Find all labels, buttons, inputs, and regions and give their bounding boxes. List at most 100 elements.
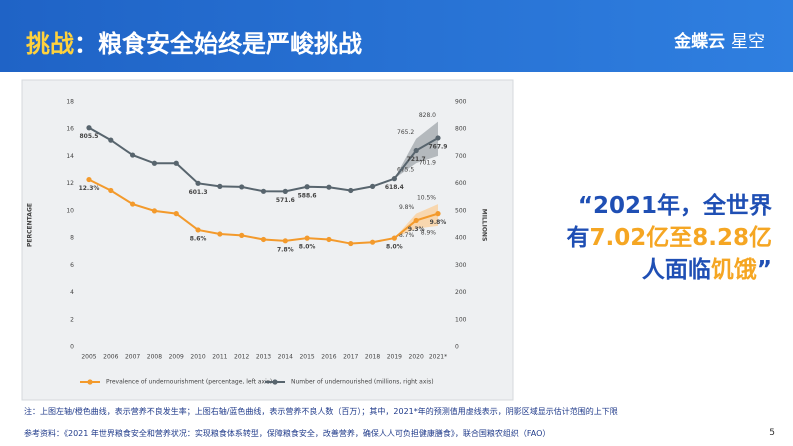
data-point: [108, 137, 114, 143]
data-point: [413, 217, 419, 224]
y2-tick-label: 700: [455, 153, 467, 160]
value-label: 721.7: [407, 156, 426, 163]
low-label: 675.5: [397, 167, 414, 174]
logo-text: 金蝶云: [674, 32, 726, 52]
y2-tick-label: 400: [455, 235, 467, 242]
value-label: 601.3: [189, 189, 208, 196]
data-point: [369, 239, 376, 245]
low-label: 8.9%: [421, 229, 437, 236]
y-tick-label: 10: [66, 207, 74, 214]
data-point: [326, 184, 332, 190]
y2-tick-label: 300: [455, 262, 467, 269]
y-tick-label: 4: [70, 289, 74, 296]
data-point: [173, 160, 179, 166]
data-point: [304, 184, 310, 190]
quote-text: 有: [566, 225, 590, 251]
value-label: 618.4: [385, 184, 404, 191]
data-point: [239, 232, 245, 238]
x-tick-label: 2010: [190, 354, 205, 361]
x-tick-label: 2008: [147, 354, 162, 361]
y2-tick-label: 800: [455, 126, 467, 133]
data-point: [86, 176, 92, 183]
x-tick-label: 2011: [212, 354, 227, 361]
high-label: 10.5%: [417, 195, 436, 202]
data-point: [326, 236, 332, 243]
x-tick-label: 2013: [256, 354, 271, 361]
data-point: [391, 176, 397, 182]
data-point: [130, 201, 136, 207]
value-label: 9.8%: [430, 219, 447, 226]
x-tick-label: 2015: [299, 354, 314, 361]
data-point: [260, 188, 267, 194]
data-point: [435, 135, 441, 141]
x-tick-label: 2016: [321, 354, 336, 361]
value-label: 571.6: [276, 197, 295, 204]
data-point: [260, 236, 267, 243]
data-point: [369, 183, 376, 189]
x-tick-label: 2007: [125, 354, 140, 361]
header-bar: [0, 0, 793, 72]
value-label: 9.3%: [408, 226, 425, 233]
data-point: [195, 180, 201, 186]
data-point: [413, 147, 419, 154]
quote-line: “2021年，全世界: [577, 193, 772, 219]
data-point: [348, 187, 354, 194]
value-label: 767.9: [429, 143, 448, 150]
y2-tick-label: 500: [455, 207, 467, 214]
low-label: 8.7%: [399, 232, 415, 239]
data-point: [391, 235, 397, 241]
value-label: 8.6%: [190, 235, 207, 242]
data-point: [151, 208, 158, 214]
data-point: [239, 184, 245, 190]
x-tick-label: 2014: [278, 354, 293, 361]
x-tick-label: 2019: [387, 354, 402, 361]
data-point: [217, 183, 223, 189]
slide-title: 挑战：粮食安全始终是严峻挑战: [26, 24, 362, 59]
y2-tick-label: 600: [455, 180, 467, 187]
low-label: 701.9: [419, 159, 436, 166]
data-point: [130, 152, 136, 158]
data-point: [348, 240, 354, 247]
legend-label: Number of undernourished (millions, righ…: [291, 379, 434, 386]
x-tick-label: 2006: [103, 354, 118, 361]
y-tick-label: 16: [66, 126, 74, 133]
y2-tick-label: 200: [455, 289, 467, 296]
y-tick-label: 12: [66, 180, 74, 187]
reference: 参考资料：《2021 年世界粮食安全和营养状况：实现粮食体系转型，保障粮食安全，…: [24, 429, 551, 438]
title-highlight: 挑战: [26, 30, 74, 58]
logo-sub: 星空: [731, 32, 765, 52]
high-label: 828.0: [419, 112, 436, 119]
high-label: 765.2: [397, 129, 414, 136]
data-point: [217, 231, 223, 237]
high-label: 9.8%: [399, 204, 415, 211]
y-tick-label: 8: [70, 235, 74, 242]
logo: 金蝶云 星空: [674, 27, 765, 52]
y-tick-label: 14: [66, 153, 74, 160]
y-tick-label: 0: [70, 344, 74, 351]
quote: “2021年，全世界 有7.02亿至8.28亿 人面临饥饿”: [532, 190, 773, 286]
legend-marker: [87, 379, 93, 385]
quote-highlight: 7.02亿至8.28亿: [589, 225, 773, 251]
y2-tick-label: 0: [455, 344, 459, 351]
y-tick-label: 2: [70, 316, 74, 323]
x-tick-label: 2009: [169, 354, 184, 361]
y2-tick-label: 100: [455, 316, 467, 323]
quote-text: ”: [756, 257, 772, 283]
legend-marker: [272, 379, 278, 385]
quote-line: 有7.02亿至8.28亿: [532, 222, 773, 254]
y-tick-label: 6: [70, 262, 74, 269]
data-point: [435, 211, 441, 217]
x-tick-label: 2018: [365, 354, 380, 361]
data-point: [304, 235, 310, 241]
value-label: 8.0%: [299, 244, 316, 251]
quote-line: 人面临饥饿”: [532, 254, 772, 286]
x-tick-label: 2012: [234, 354, 249, 361]
title-text: ：粮食安全始终是严峻挑战: [74, 30, 362, 58]
x-tick-label: 2005: [81, 354, 96, 361]
data-point: [282, 238, 288, 244]
x-tick-label: 2020: [409, 354, 424, 361]
value-label: 588.6: [298, 192, 317, 199]
x-tick-label: 2017: [343, 354, 358, 361]
